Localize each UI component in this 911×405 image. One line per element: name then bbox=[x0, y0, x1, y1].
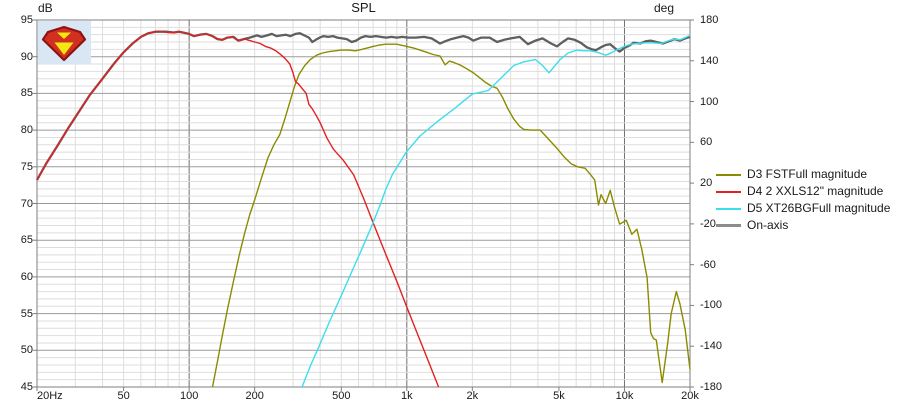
legend-swatch bbox=[716, 207, 741, 210]
curve-d3-fstfull-magnitude bbox=[211, 43, 691, 388]
legend-item: On-axis bbox=[716, 217, 890, 234]
chart-title: SPL bbox=[351, 0, 376, 15]
legend-label: D3 FSTFull magnitude bbox=[747, 167, 868, 181]
y-right-tick--180: -180 bbox=[700, 381, 723, 393]
y-left-tick-70: 70 bbox=[20, 197, 33, 210]
legend-swatch bbox=[716, 190, 741, 193]
y-left-tick-95: 95 bbox=[20, 14, 33, 26]
left-axis-unit-label: dB bbox=[38, 1, 53, 15]
legend-label: D4 2 XXLS12" magnitude bbox=[747, 184, 884, 198]
y-left-tick-80: 80 bbox=[20, 124, 33, 137]
x-tick-10k: 10k bbox=[615, 390, 634, 402]
curve-d4-2-xxls12-magnitude bbox=[36, 31, 440, 388]
y-left-tick-75: 75 bbox=[20, 160, 33, 173]
gem-logo-icon bbox=[41, 25, 87, 62]
y-left-tick-65: 65 bbox=[20, 234, 33, 247]
curve-on-axis bbox=[35, 30, 691, 181]
y-right-tick-60: 60 bbox=[700, 136, 713, 149]
y-right-tick--60: -60 bbox=[700, 258, 716, 271]
x-tick-5k: 5k bbox=[553, 390, 565, 402]
legend-label: D5 XT26BGFull magnitude bbox=[747, 201, 891, 215]
right-axis-unit-label: deg bbox=[654, 1, 675, 15]
legend-item: D4 2 XXLS12" magnitude bbox=[716, 183, 890, 200]
legend: D3 FSTFull magnitude D4 2 XXLS12" magnitu… bbox=[716, 166, 890, 234]
y-left-tick-45: 45 bbox=[20, 381, 33, 393]
y-right-tick-20: 20 bbox=[700, 177, 713, 190]
legend-label: On-axis bbox=[747, 218, 789, 232]
legend-swatch bbox=[716, 224, 741, 227]
legend-swatch bbox=[716, 173, 741, 176]
x-tick-20k: 20k bbox=[681, 390, 699, 402]
y-right-tick--140: -140 bbox=[700, 340, 723, 353]
y-right-tick-140: 140 bbox=[700, 54, 719, 67]
y-right-tick-100: 100 bbox=[700, 95, 719, 108]
x-tick-2k: 2k bbox=[466, 390, 479, 402]
x-tick-500: 500 bbox=[332, 390, 351, 402]
x-tick-50: 50 bbox=[117, 390, 130, 402]
y-right-tick--20: -20 bbox=[700, 217, 716, 230]
y-left-tick-55: 55 bbox=[20, 307, 33, 320]
x-tick-1k: 1k bbox=[400, 390, 413, 402]
y-left-tick-90: 90 bbox=[20, 50, 33, 63]
x-tick-20Hz: 20Hz bbox=[37, 390, 63, 402]
y-left-tick-60: 60 bbox=[20, 270, 33, 283]
y-right-tick--100: -100 bbox=[700, 299, 723, 312]
x-tick-200: 200 bbox=[245, 390, 264, 402]
curve-d5-xt26bgfull-magnitude bbox=[301, 34, 691, 388]
y-left-tick-85: 85 bbox=[20, 87, 33, 100]
y-left-tick-50: 50 bbox=[20, 344, 33, 357]
legend-item: D5 XT26BGFull magnitude bbox=[716, 200, 890, 217]
x-tick-100: 100 bbox=[179, 390, 199, 402]
legend-item: D3 FSTFull magnitude bbox=[716, 166, 890, 183]
app-gem-logo bbox=[38, 21, 91, 64]
y-right-tick-180: 180 bbox=[700, 14, 719, 26]
